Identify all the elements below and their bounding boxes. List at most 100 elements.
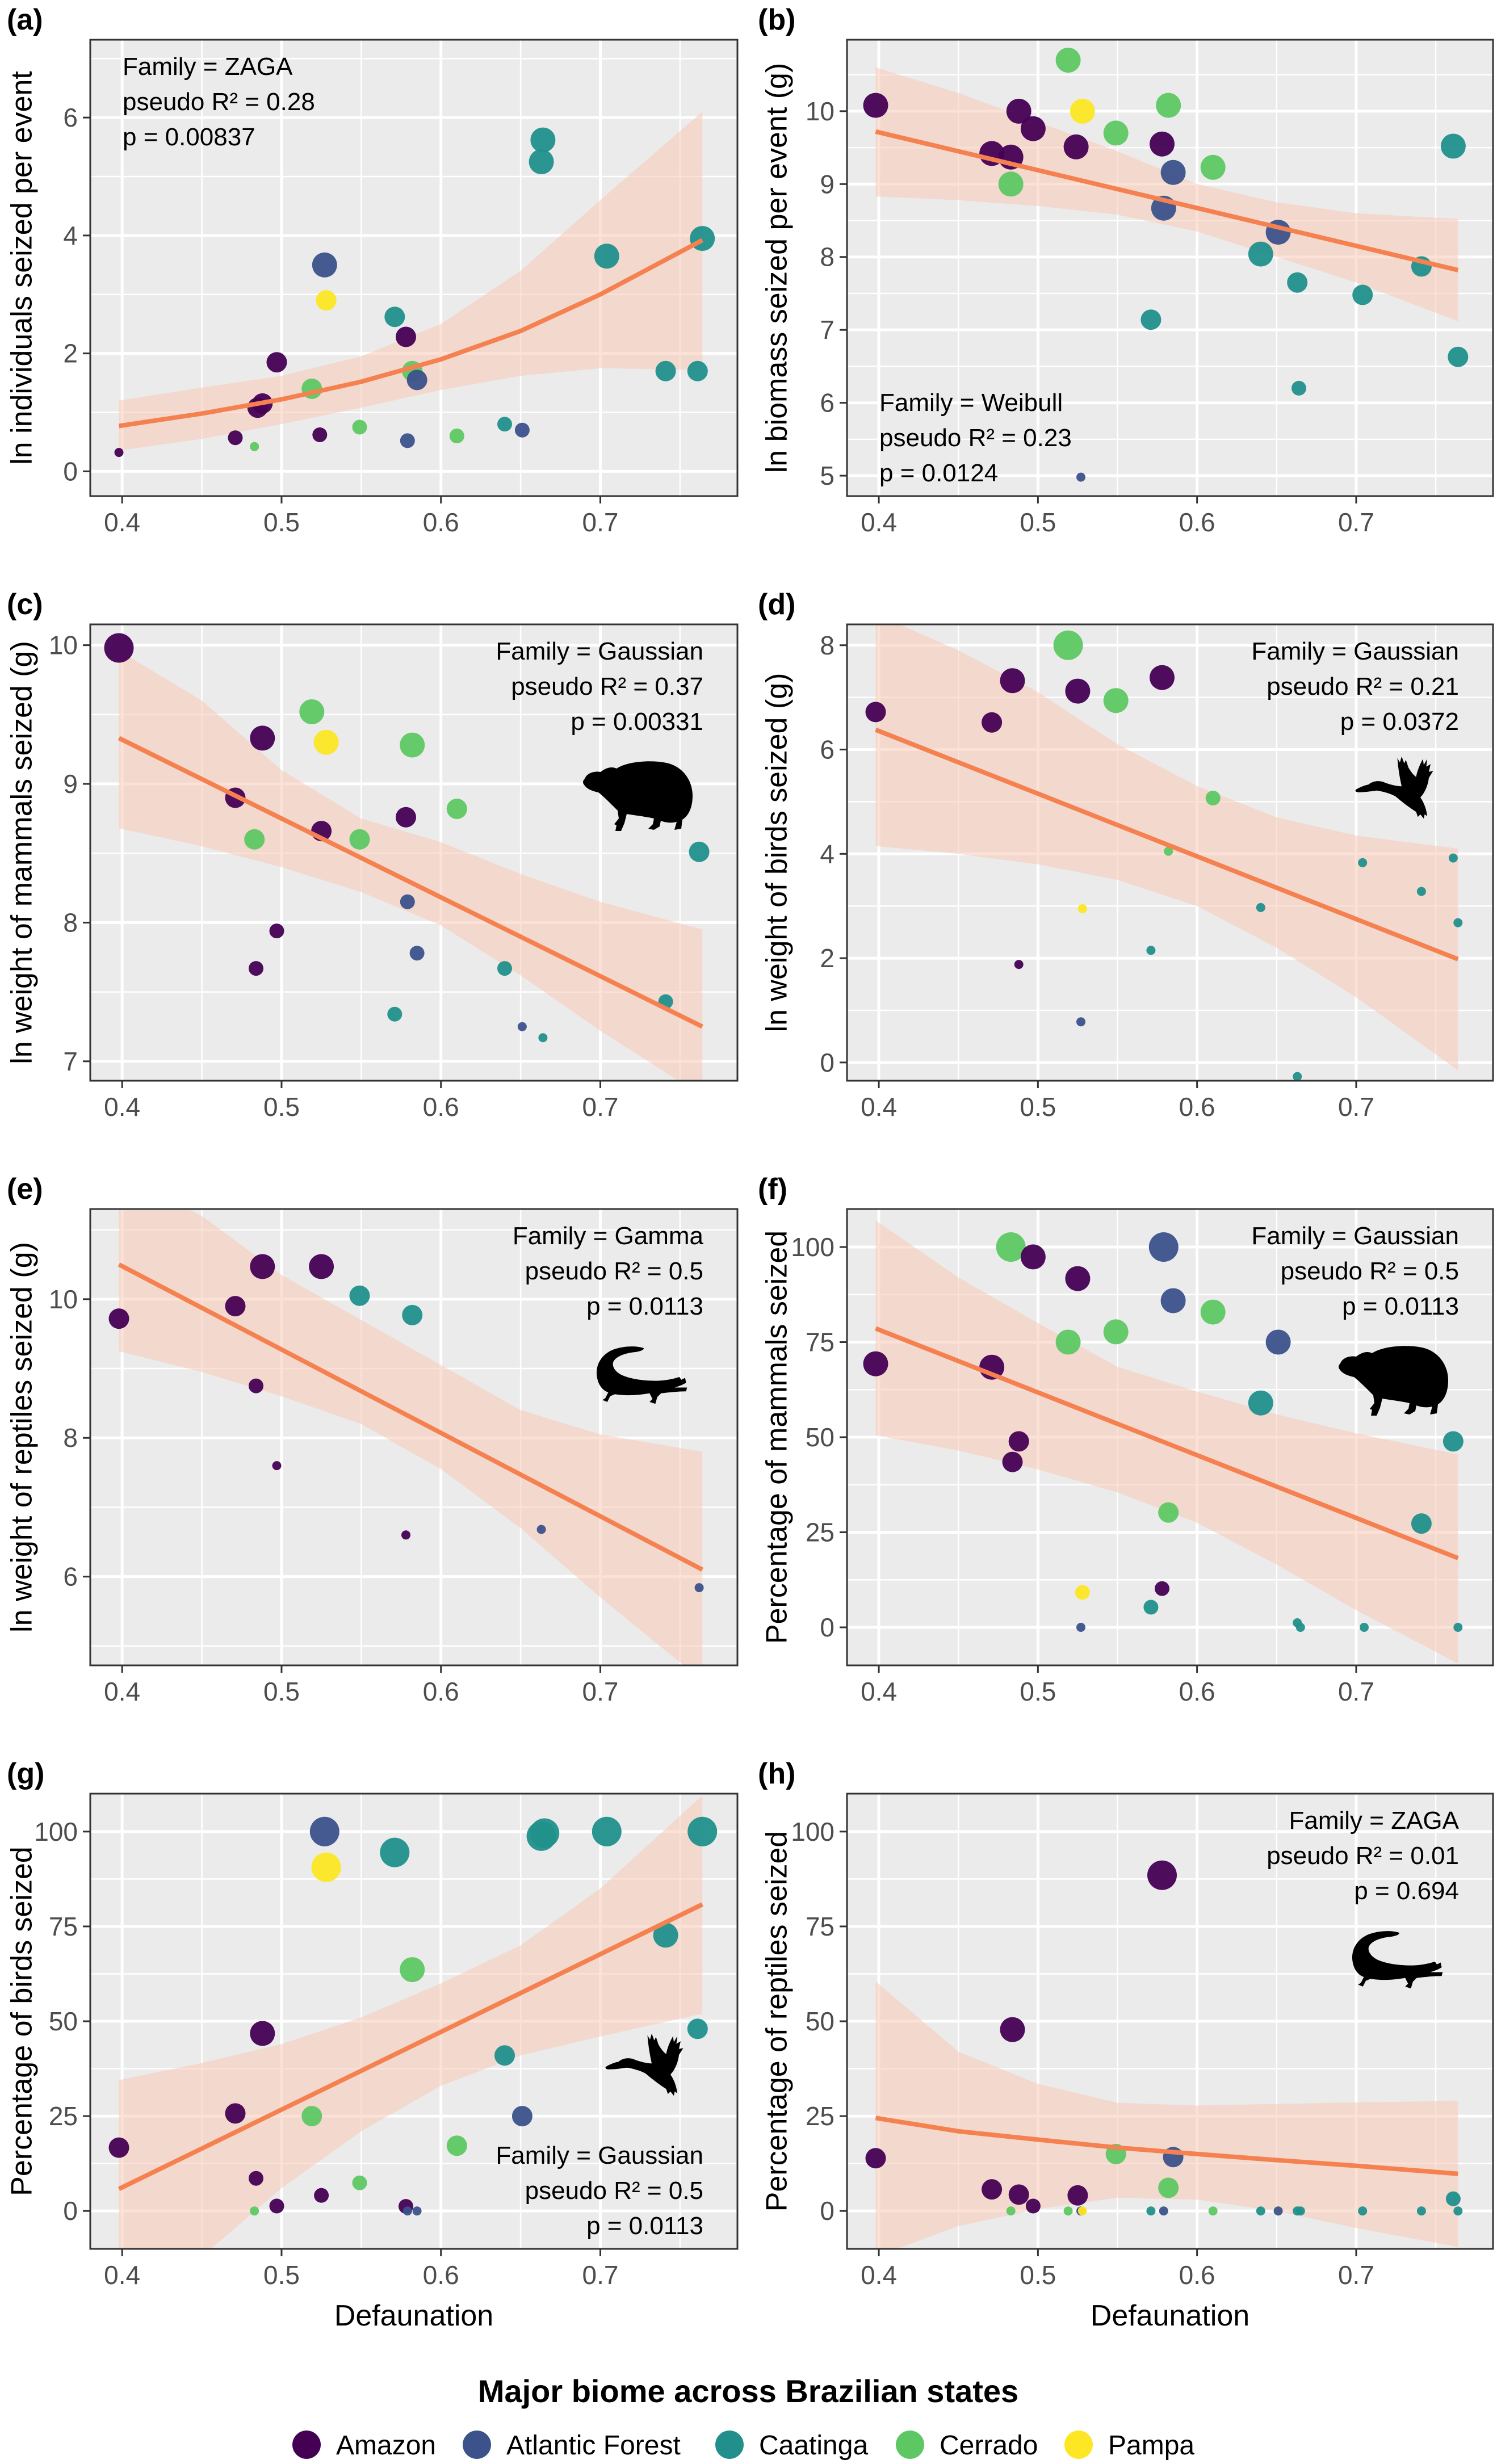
- data-point-Pa: [311, 1852, 341, 1882]
- y-tick-label: 75: [49, 1912, 78, 1941]
- data-point-Pa: [1077, 2206, 1087, 2216]
- fit-line: [875, 129, 1459, 272]
- data-point-Ca: [1445, 2191, 1461, 2206]
- data-point-AF: [402, 2206, 412, 2216]
- data-point-Am: [249, 2171, 263, 2186]
- x-tick-label: 0.6: [423, 2260, 459, 2290]
- data-point-Ca: [1453, 2206, 1463, 2216]
- x-tick-label: 0.6: [423, 507, 459, 537]
- data-point-Ce: [1055, 48, 1081, 73]
- confidence-band: [119, 111, 703, 451]
- data-point-Ca: [1416, 887, 1426, 896]
- data-point-Am: [114, 448, 124, 457]
- data-point-Ce: [1006, 2206, 1016, 2216]
- data-point-Ce: [352, 2175, 367, 2190]
- y-tick-label: 10: [49, 1285, 78, 1314]
- fit-line: [874, 1326, 1459, 1560]
- panel-label: (c): [7, 588, 43, 621]
- data-point-Ce: [449, 429, 464, 443]
- data-point-Am: [309, 1254, 334, 1279]
- data-point-Ca: [594, 244, 619, 269]
- data-point-Am: [1008, 2184, 1029, 2205]
- data-point-Am: [1006, 98, 1031, 124]
- data-point-AF: [309, 1816, 339, 1846]
- data-point-Ca: [1295, 2206, 1305, 2216]
- x-tick-label: 0.5: [1020, 1677, 1056, 1706]
- panel-label: (h): [758, 1757, 795, 1790]
- data-point-AF: [406, 370, 427, 391]
- data-point-Am: [250, 1254, 275, 1279]
- plot-border: [89, 623, 739, 1082]
- data-point-Ce: [996, 1232, 1026, 1262]
- data-point-AF: [312, 252, 337, 278]
- data-point-Ce: [250, 442, 259, 451]
- y-tick-label: 75: [806, 1328, 835, 1357]
- legend-label: Caatinga: [759, 2431, 868, 2461]
- data-point-Am: [1025, 2198, 1041, 2214]
- x-tick-label: 0.7: [1338, 1677, 1374, 1706]
- x-tick-label: 0.5: [1020, 2260, 1056, 2290]
- model-annotation: p = 0.0113: [586, 2212, 703, 2240]
- data-point-Ca: [538, 1033, 548, 1043]
- data-point-Ce: [244, 829, 265, 850]
- data-point-Ce: [400, 732, 425, 758]
- model-annotation: p = 0.00837: [123, 123, 255, 151]
- x-axis-title: Defaunation: [334, 2299, 493, 2332]
- y-tick-label: 8: [820, 631, 835, 660]
- y-axis-title: Percentage of reptiles seized: [761, 1831, 794, 2212]
- legend-item-cerrado: Cerrado: [896, 2431, 1038, 2461]
- data-point-AF: [412, 2206, 422, 2216]
- x-tick-label: 0.4: [861, 1677, 897, 1706]
- x-tick-label: 0.4: [861, 1092, 897, 1122]
- fit-line: [118, 1262, 704, 1572]
- y-axis-title: ln weight of mammals seized (g): [6, 641, 39, 1064]
- x-tick-label: 0.5: [263, 507, 300, 537]
- data-point-Ca: [1360, 1623, 1369, 1632]
- data-point-AF: [1265, 1329, 1291, 1355]
- data-point-Ce: [301, 2106, 322, 2127]
- fit-line: [118, 238, 704, 429]
- panel-c: (c) 0.4 0.5 0.6 0.7 7 8 9 10 ln weight of mammals…: [6, 588, 739, 1122]
- data-point-Am: [1020, 116, 1046, 141]
- data-point-AF: [1148, 1232, 1179, 1262]
- data-point-Am: [1000, 2017, 1025, 2042]
- y-axis-title: ln weight of birds seized (g): [761, 673, 794, 1032]
- x-tick-label: 0.7: [1338, 507, 1374, 537]
- fit-line: [874, 727, 1459, 962]
- model-annotation: p = 0.0113: [586, 1292, 703, 1320]
- data-point-AF: [1076, 1623, 1085, 1632]
- x-tick-label: 0.4: [104, 1092, 140, 1122]
- fit-line: [875, 2115, 1458, 2176]
- x-tick-label: 0.4: [861, 2260, 897, 2290]
- x-tick-label: 0.7: [582, 1092, 619, 1122]
- x-tick-label: 0.5: [1020, 1092, 1056, 1122]
- data-point-Ca: [655, 360, 676, 381]
- data-point-Ca: [1453, 918, 1463, 927]
- y-axis-title: ln biomass seized per event (g): [761, 63, 794, 473]
- data-point-Ca: [1440, 133, 1466, 159]
- data-point-Ce: [400, 1957, 425, 1983]
- panel-label: (d): [758, 588, 795, 621]
- data-point-Am: [1020, 1244, 1046, 1270]
- data-point-Am: [1014, 960, 1024, 969]
- data-point-Ce: [1205, 791, 1221, 805]
- data-point-Ca: [1256, 2206, 1265, 2216]
- model-annotation: Family = ZAGA: [1289, 1807, 1460, 1835]
- data-point-AF: [400, 433, 415, 448]
- model-annotation: pseudo R² = 0.21: [1267, 673, 1459, 700]
- data-point-Ce: [1200, 154, 1226, 180]
- data-point-Am: [1065, 1266, 1091, 1291]
- legend-label: Pampa: [1108, 2431, 1194, 2461]
- data-point-Ca: [1295, 1623, 1305, 1632]
- data-point-Ca: [1287, 272, 1308, 293]
- data-point-Ca: [687, 2018, 708, 2039]
- panels: (a) 0.4 0.5 0.6 0.7 0 2 4 6 ln individuals seized…: [6, 3, 1494, 2332]
- data-point-Am: [250, 2021, 275, 2046]
- y-tick-label: 75: [806, 1912, 835, 1941]
- data-point-Am: [982, 712, 1003, 733]
- data-point-Pa: [1075, 1585, 1090, 1600]
- data-point-Pa: [1077, 904, 1087, 913]
- data-point-Am: [225, 2103, 246, 2124]
- data-point-Am: [865, 2148, 886, 2169]
